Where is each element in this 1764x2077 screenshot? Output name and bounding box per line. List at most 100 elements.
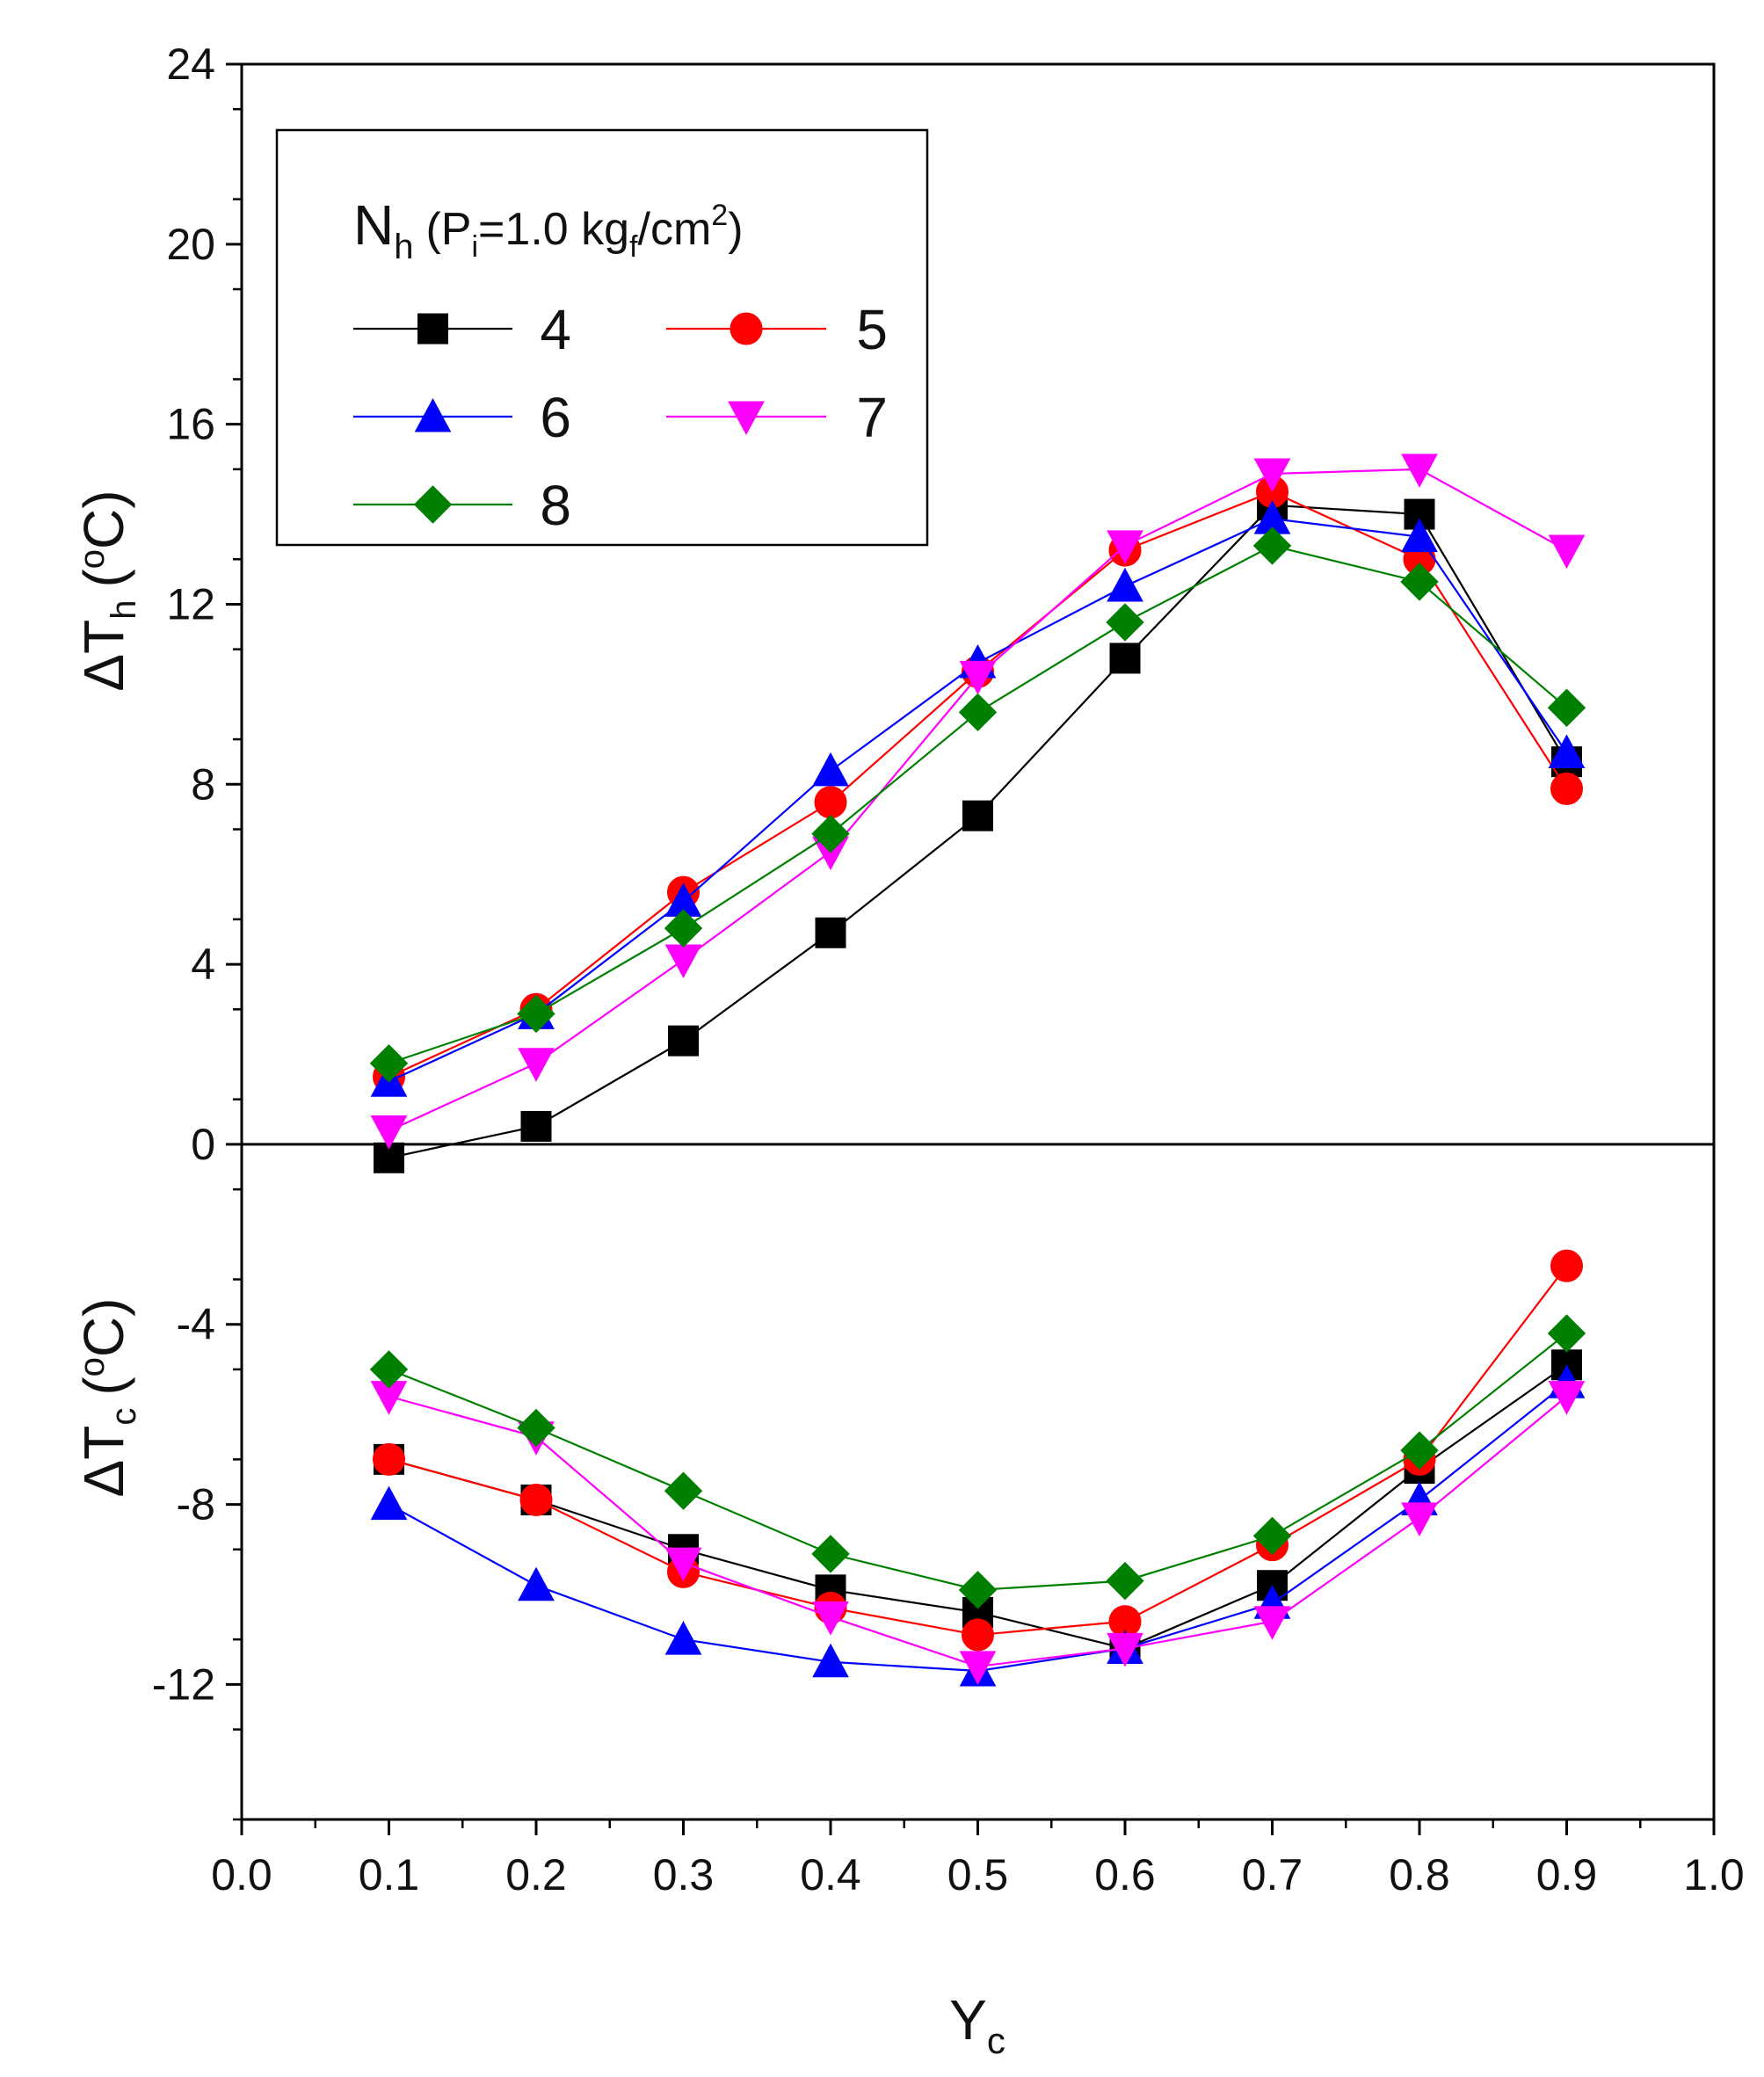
x-tick-label: 0.5 — [947, 1850, 1009, 1899]
legend: Nh (Pi=1.0 kgf/cm2) 4 5 6 7 8 — [275, 128, 929, 547]
data-point-cold — [1252, 1516, 1292, 1556]
legend-item-5: 5 — [666, 298, 888, 361]
data-point-hot — [1107, 567, 1143, 602]
y-tick-label: -8 — [177, 1480, 215, 1529]
legend-label: 8 — [540, 474, 571, 537]
legend-item-8: 8 — [353, 474, 571, 537]
legend-item-4: 4 — [353, 298, 571, 361]
data-point-hot — [815, 917, 846, 948]
legend-label: 4 — [540, 298, 571, 361]
y-tick-label: 24 — [166, 40, 215, 89]
legend-label: 6 — [540, 386, 571, 449]
data-point-cold — [812, 1601, 849, 1636]
series-7 — [370, 454, 1586, 1685]
data-point-cold — [1548, 1381, 1586, 1415]
data-point-cold — [664, 1547, 702, 1582]
data-point-cold — [518, 1566, 555, 1601]
data-point-hot — [1401, 454, 1438, 488]
data-point-cold — [369, 1350, 409, 1389]
data-point-cold — [1550, 1249, 1583, 1282]
data-point-cold — [959, 1651, 997, 1685]
x-tick-label: 0.7 — [1242, 1850, 1303, 1899]
data-point-hot — [1106, 603, 1144, 642]
data-point-hot — [1400, 563, 1439, 601]
y-tick-label: 4 — [191, 940, 215, 989]
data-point-cold — [373, 1442, 405, 1476]
series-4 — [374, 490, 1582, 1664]
legend-label: 7 — [856, 386, 888, 449]
x-tick-label: 0.3 — [653, 1850, 715, 1899]
x-tick-label: 0.2 — [505, 1850, 567, 1899]
data-point-hot — [1253, 458, 1291, 493]
legend-marker — [413, 485, 453, 524]
data-point-cold — [1253, 1606, 1291, 1640]
data-point-hot — [959, 660, 997, 695]
y-axis-title-upper: ΔTh(oC) — [72, 490, 143, 691]
data-point-hot — [520, 1110, 552, 1142]
y-tick-label: -12 — [152, 1659, 215, 1709]
x-tick-label: 0.1 — [359, 1850, 420, 1899]
y-axis-title-lower: ΔTc(oC) — [72, 1298, 143, 1498]
x-tick-label: 0.9 — [1536, 1850, 1598, 1899]
x-tick-label: 0.8 — [1389, 1850, 1450, 1899]
data-point-hot — [1547, 688, 1586, 727]
data-point-hot — [814, 786, 847, 819]
legend-items: 4 5 6 7 8 — [353, 298, 888, 537]
legend-marker — [730, 312, 763, 345]
data-point-cold — [811, 1535, 850, 1573]
legend-marker — [728, 401, 765, 436]
x-tick-label: 0.0 — [211, 1850, 272, 1899]
data-point-cold — [664, 1621, 702, 1655]
data-point-hot — [370, 1115, 408, 1150]
data-point-hot — [1548, 734, 1586, 768]
legend-marker — [417, 313, 448, 345]
data-point-cold — [1400, 1431, 1439, 1470]
data-point-hot — [664, 909, 703, 948]
legend-title: Nh (Pi=1.0 kgf/cm2) — [353, 193, 744, 266]
y-tick-label: 8 — [191, 759, 215, 809]
series-layer — [369, 454, 1586, 1687]
legend-item-6: 6 — [353, 386, 571, 449]
data-point-cold — [962, 1618, 994, 1652]
data-point-hot — [1401, 518, 1438, 553]
series-8 — [369, 527, 1586, 1609]
y-tick-label: 0 — [191, 1120, 215, 1169]
data-point-cold — [519, 1483, 553, 1516]
data-point-cold — [812, 1643, 849, 1678]
legend-box — [275, 128, 929, 547]
tick-layer: 0.0 0.1 0.2 0.3 0.4 0.5 0.6 0.7 0.8 0.9 1.0 24 20 16 1… — [152, 40, 1745, 1899]
legend-item-7: 7 — [666, 386, 888, 449]
data-point-cold — [1401, 1502, 1438, 1536]
data-point-hot — [811, 814, 850, 853]
data-point-hot — [1548, 534, 1586, 570]
data-point-hot — [958, 693, 998, 732]
data-point-cold — [1107, 1632, 1143, 1667]
data-point-cold — [517, 1408, 555, 1448]
data-point-hot — [1252, 527, 1292, 565]
data-point-hot — [369, 1044, 409, 1083]
legend-marker — [414, 397, 452, 432]
data-point-cold — [1547, 1314, 1586, 1353]
legend-label: 5 — [856, 298, 888, 361]
data-point-hot — [1107, 530, 1143, 564]
data-point-hot — [517, 994, 555, 1034]
x-tick-label: 0.4 — [800, 1850, 861, 1899]
data-point-hot — [962, 800, 993, 832]
y-tick-label: -4 — [177, 1300, 215, 1349]
x-tick-label: 0.6 — [1094, 1850, 1156, 1899]
data-point-hot — [518, 1048, 555, 1082]
data-point-hot — [1550, 772, 1583, 805]
data-point-cold — [1106, 1561, 1144, 1601]
x-axis-title: Yc — [949, 1988, 1005, 2061]
y-tick-label: 16 — [166, 400, 215, 449]
data-point-hot — [1109, 643, 1141, 674]
data-point-hot — [668, 1025, 699, 1057]
y-tick-label: 20 — [166, 220, 215, 269]
x-tick-label: 1.0 — [1683, 1850, 1745, 1899]
data-point-cold — [370, 1485, 408, 1521]
data-point-cold — [958, 1571, 998, 1609]
data-point-cold — [664, 1471, 703, 1510]
data-point-hot — [812, 752, 849, 787]
y-tick-label: 12 — [166, 579, 215, 628]
